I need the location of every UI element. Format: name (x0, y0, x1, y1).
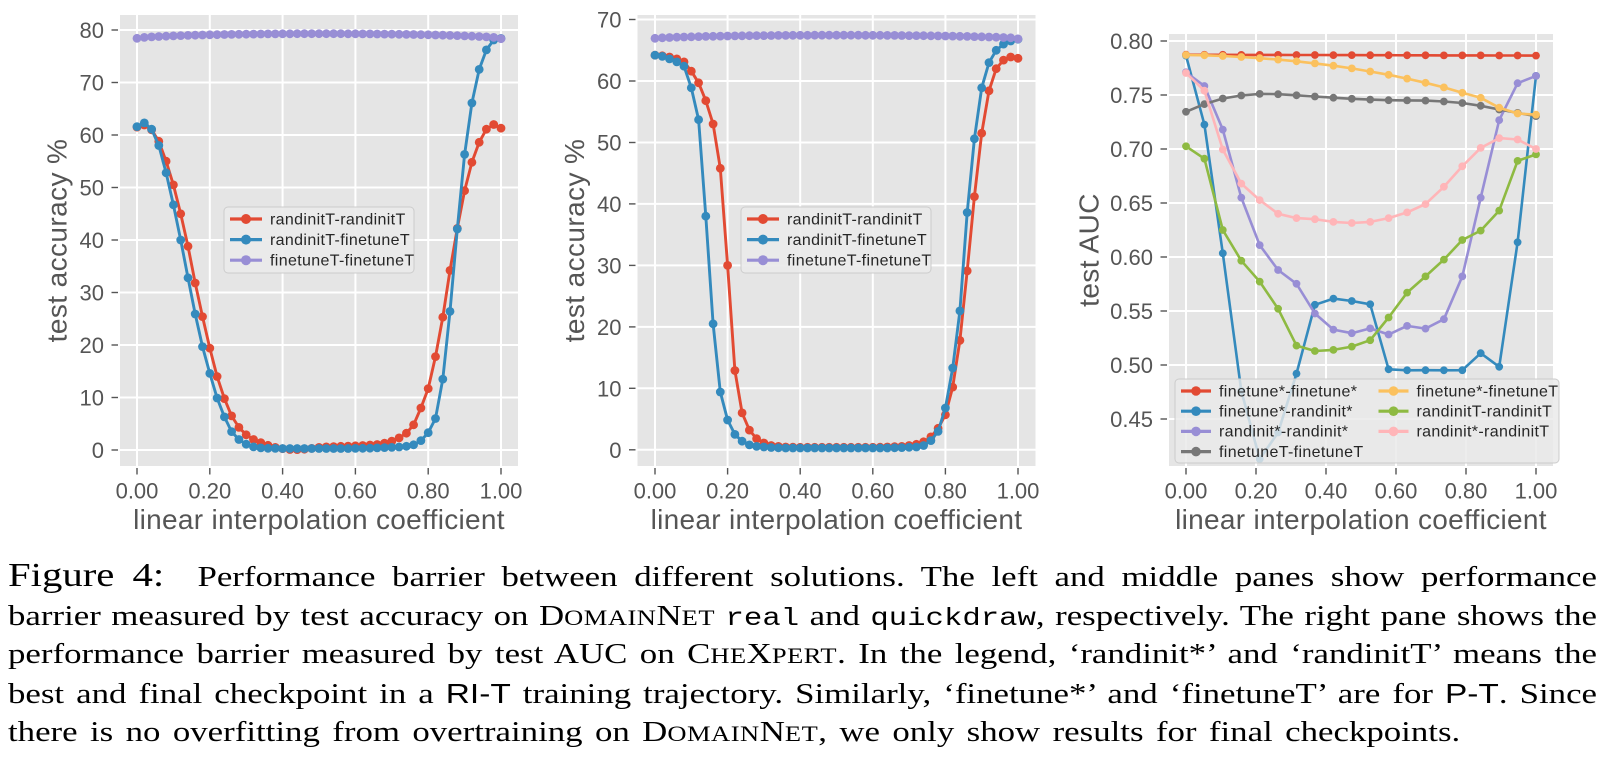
svg-text:0.00: 0.00 (116, 479, 159, 504)
svg-text:randinitT-randinitT: randinitT-randinitT (787, 211, 923, 228)
svg-text:0.80: 0.80 (1110, 29, 1153, 54)
svg-text:0.55: 0.55 (1110, 299, 1153, 324)
svg-text:0.80: 0.80 (407, 479, 450, 504)
svg-text:30: 30 (597, 253, 621, 278)
svg-text:finetune*-randinit*: finetune*-randinit* (1219, 404, 1353, 421)
svg-text:finetuneT-finetuneT: finetuneT-finetuneT (787, 253, 932, 270)
svg-text:40: 40 (80, 228, 104, 253)
svg-text:test accuracy %: test accuracy % (41, 139, 72, 343)
svg-text:0.60: 0.60 (1375, 479, 1418, 504)
svg-text:finetuneT-finetuneT: finetuneT-finetuneT (1219, 444, 1364, 461)
svg-text:10: 10 (80, 386, 104, 411)
svg-text:0.00: 0.00 (634, 479, 677, 504)
svg-text:test accuracy %: test accuracy % (559, 139, 590, 343)
svg-text:40: 40 (597, 192, 621, 217)
svg-text:0.40: 0.40 (261, 479, 304, 504)
svg-text:0: 0 (609, 438, 621, 463)
svg-text:10: 10 (597, 376, 621, 401)
svg-text:0: 0 (92, 438, 104, 463)
svg-text:20: 20 (80, 333, 104, 358)
svg-text:0.80: 0.80 (924, 479, 967, 504)
svg-text:0.20: 0.20 (188, 479, 231, 504)
svg-text:0.45: 0.45 (1110, 407, 1153, 432)
svg-text:80: 80 (80, 18, 104, 43)
svg-text:randinitT-finetuneT: randinitT-finetuneT (787, 232, 927, 249)
svg-text:test AUC: test AUC (1073, 193, 1104, 307)
svg-text:1.00: 1.00 (1515, 479, 1558, 504)
svg-text:randinitT-randinitT: randinitT-randinitT (1417, 404, 1553, 421)
svg-text:0.20: 0.20 (1235, 479, 1278, 504)
svg-text:randinit*-randinit*: randinit*-randinit* (1219, 424, 1348, 441)
svg-text:60: 60 (80, 123, 104, 148)
svg-text:50: 50 (80, 176, 104, 201)
svg-text:linear interpolation coefficie: linear interpolation coefficient (1175, 504, 1547, 535)
svg-text:0.20: 0.20 (706, 479, 749, 504)
svg-text:0.40: 0.40 (779, 479, 822, 504)
svg-text:1.00: 1.00 (997, 479, 1040, 504)
svg-text:randinitT-finetuneT: randinitT-finetuneT (270, 232, 410, 249)
svg-text:0.70: 0.70 (1110, 137, 1153, 162)
svg-text:linear interpolation coefficie: linear interpolation coefficient (133, 504, 505, 535)
svg-text:0.40: 0.40 (1305, 479, 1348, 504)
svg-text:70: 70 (80, 71, 104, 96)
svg-text:0.60: 0.60 (334, 479, 377, 504)
svg-text:randinitT-randinitT: randinitT-randinitT (270, 211, 406, 228)
svg-text:0.60: 0.60 (1110, 245, 1153, 270)
svg-text:0.50: 0.50 (1110, 353, 1153, 378)
svg-text:linear interpolation coefficie: linear interpolation coefficient (651, 504, 1023, 535)
svg-text:finetune*-finetuneT: finetune*-finetuneT (1417, 383, 1559, 400)
svg-text:50: 50 (597, 131, 621, 156)
svg-text:70: 70 (597, 8, 621, 33)
svg-text:0.65: 0.65 (1110, 191, 1153, 216)
svg-text:finetuneT-finetuneT: finetuneT-finetuneT (270, 253, 415, 270)
svg-text:20: 20 (597, 315, 621, 340)
svg-text:30: 30 (80, 281, 104, 306)
svg-text:60: 60 (597, 69, 621, 94)
svg-text:0.75: 0.75 (1110, 83, 1153, 108)
svg-text:0.80: 0.80 (1445, 479, 1488, 504)
svg-text:randinit*-randinitT: randinit*-randinitT (1417, 424, 1550, 441)
svg-text:0.00: 0.00 (1165, 479, 1208, 504)
svg-text:0.60: 0.60 (851, 479, 894, 504)
svg-text:1.00: 1.00 (480, 479, 523, 504)
svg-text:finetune*-finetune*: finetune*-finetune* (1219, 383, 1357, 400)
